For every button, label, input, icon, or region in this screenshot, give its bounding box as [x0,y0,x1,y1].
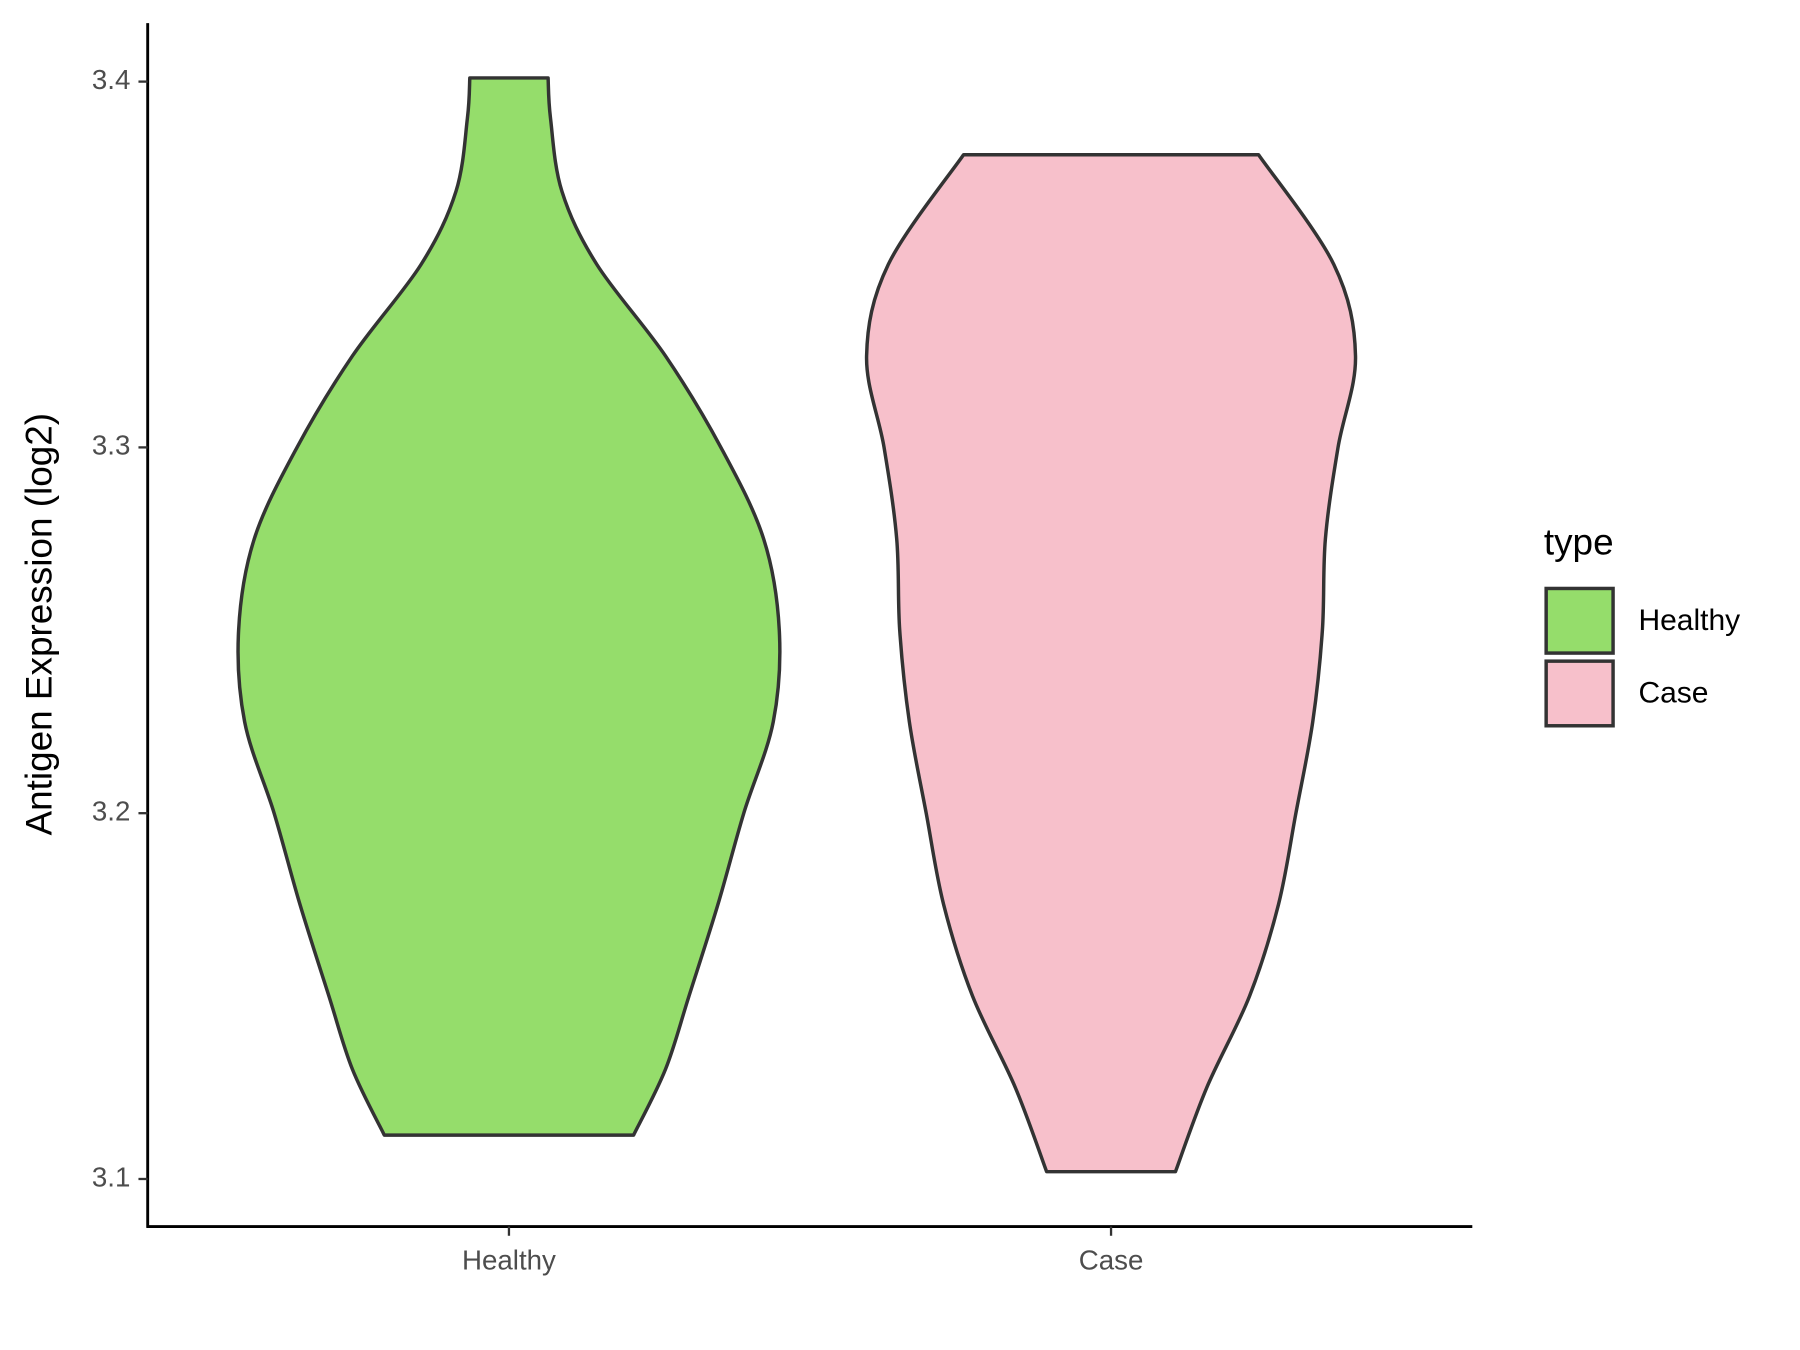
legend-title: type [1544,521,1614,562]
violin [864,153,1358,1174]
legend-label: Case [1638,677,1708,710]
x-tick-label: Case [1079,1245,1144,1276]
x-tick-label: Healthy [462,1245,556,1276]
violin [236,76,782,1137]
legend-key [1544,586,1615,655]
y-tick-label: 3.2 [92,796,131,827]
legend-key [1544,659,1615,728]
y-axis-title: Antigen Expression (log2) [18,413,59,836]
legend-label: Healthy [1638,604,1740,637]
y-tick-label: 3.3 [92,430,131,461]
y-tick-label: 3.1 [92,1161,131,1192]
y-tick-label: 3.4 [92,64,131,95]
